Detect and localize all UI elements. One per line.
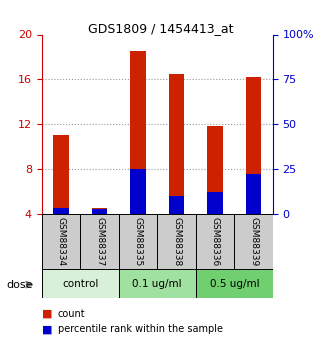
Text: GSM88334: GSM88334 [56,217,65,266]
Text: GSM88337: GSM88337 [95,217,104,266]
Text: GSM88336: GSM88336 [211,217,220,266]
Text: GSM88339: GSM88339 [249,217,258,266]
FancyBboxPatch shape [42,214,80,269]
Bar [92,209,107,214]
Text: count: count [58,309,85,319]
FancyBboxPatch shape [42,269,119,298]
FancyBboxPatch shape [80,214,119,269]
Bar [207,193,223,214]
FancyBboxPatch shape [196,214,234,269]
Text: ■: ■ [42,309,52,319]
Bar [246,175,261,214]
Text: control: control [62,279,99,289]
Bar [53,136,69,214]
Bar [246,77,261,214]
Text: dose: dose [6,280,33,289]
Bar [130,51,146,214]
Bar [130,169,146,214]
FancyBboxPatch shape [196,269,273,298]
Text: 0.1 ug/ml: 0.1 ug/ml [133,279,182,289]
Text: GSM88335: GSM88335 [134,217,143,266]
Bar [92,208,107,214]
FancyBboxPatch shape [119,269,196,298]
Text: GSM88338: GSM88338 [172,217,181,266]
Bar [169,74,184,214]
FancyBboxPatch shape [234,214,273,269]
Bar [53,208,69,214]
FancyBboxPatch shape [157,214,196,269]
Bar [207,126,223,214]
Text: GDS1809 / 1454413_at: GDS1809 / 1454413_at [88,22,233,36]
Text: 0.5 ug/ml: 0.5 ug/ml [210,279,259,289]
FancyBboxPatch shape [119,214,157,269]
Bar [169,196,184,214]
Text: percentile rank within the sample: percentile rank within the sample [58,325,223,334]
Text: ■: ■ [42,325,52,334]
